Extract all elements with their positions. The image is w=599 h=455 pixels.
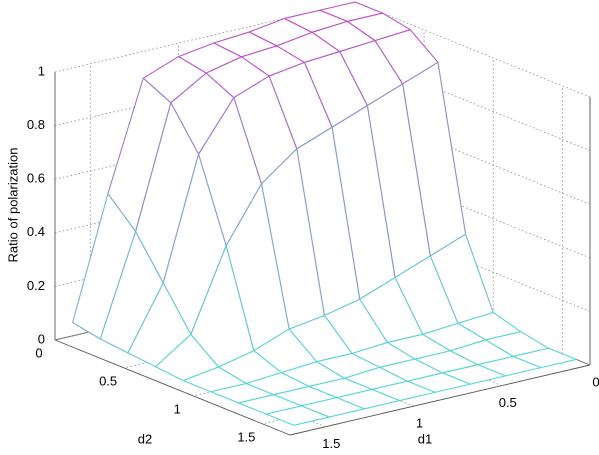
x-tick-label: 0.5 bbox=[499, 395, 517, 410]
z-tick-label: 0.4 bbox=[27, 224, 45, 239]
z-axis-label: Ratio of polarization bbox=[5, 148, 20, 263]
x-tick-label: 1.5 bbox=[322, 436, 340, 451]
x-axis-label: d1 bbox=[418, 431, 432, 446]
z-tick-label: 0.2 bbox=[27, 278, 45, 293]
z-tick-label: 0 bbox=[38, 331, 45, 346]
y-tick-label: 0.5 bbox=[99, 373, 117, 388]
box-edge bbox=[54, 339, 291, 436]
x-tick-label: 0 bbox=[592, 374, 599, 389]
z-tick-label: 0.6 bbox=[27, 171, 45, 186]
mesh-face bbox=[265, 405, 330, 426]
z-tick-label: 0.8 bbox=[27, 117, 45, 132]
x-tick-label: 1 bbox=[416, 416, 423, 431]
box-edge bbox=[289, 364, 591, 436]
y-axis-label: d2 bbox=[138, 431, 152, 446]
y-tick-label: 0 bbox=[35, 345, 42, 360]
y-tick-label: 1.5 bbox=[237, 429, 255, 444]
y-tick-label: 1 bbox=[174, 401, 181, 416]
z-tick-label: 1 bbox=[38, 63, 45, 78]
